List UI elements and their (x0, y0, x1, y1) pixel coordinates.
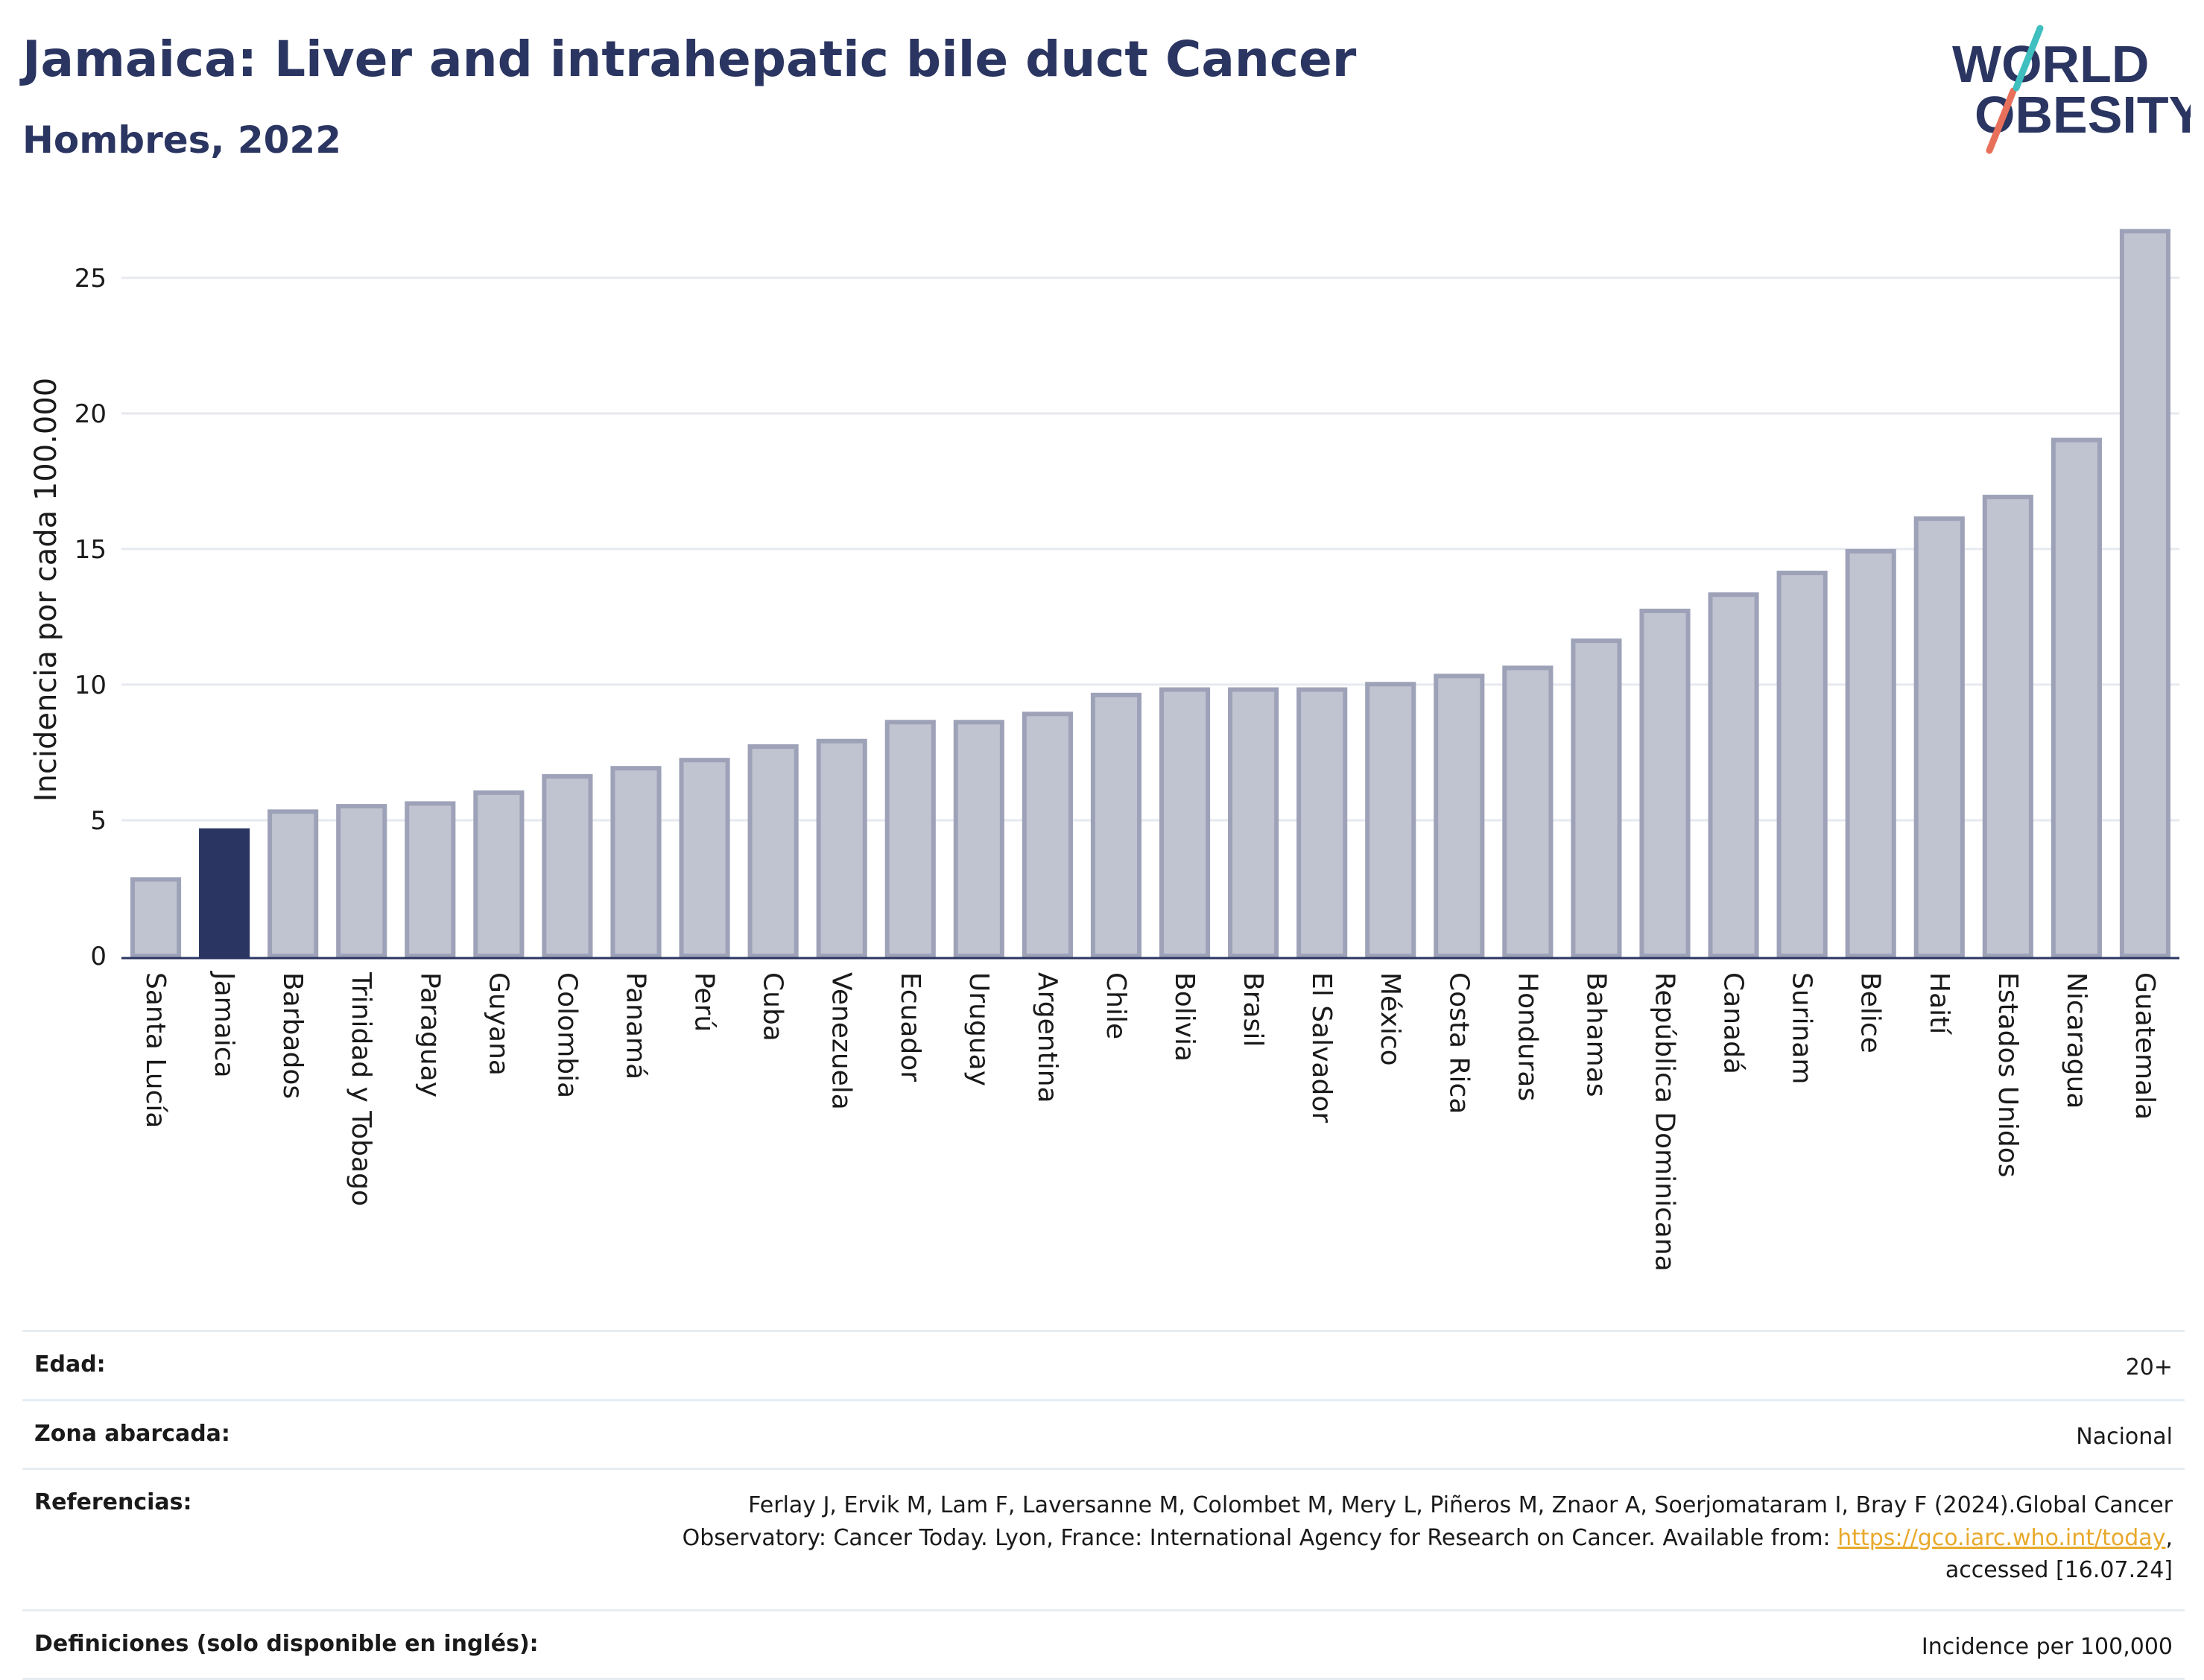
bar-guyana (473, 790, 525, 958)
chart-header: Jamaica: Liver and intrahepatic bile duc… (22, 30, 1356, 162)
y-axis-label: Incidencia por cada 100.000 (29, 378, 63, 802)
definitions-value: Incidence per 100,000 (1921, 1633, 2173, 1660)
x-tick-label: Argentina (1032, 972, 1063, 1103)
age-label: Edad: (34, 1351, 106, 1378)
logo-line-1: WORLD (1952, 35, 2149, 93)
x-tick-labels: Santa Lucía Jamaica Barbados Trinidad y Tob… (140, 971, 2160, 1272)
x-tick-label: Jamaica (209, 971, 239, 1078)
bar-honduras (1502, 665, 1554, 958)
reference-text-4: accessed [16.07.24] (1945, 1557, 2173, 1583)
x-tick-label: El Salvador (1306, 972, 1337, 1123)
bar-jamaica (199, 828, 250, 959)
y-tick-label: 5 (90, 806, 107, 836)
x-tick-label: Trinidad y Tobago (346, 971, 376, 1206)
chart-subtitle: Hombres, 2022 (22, 118, 341, 162)
reference-text-1: Ferlay J, Ervik M, Lam F, Laversanne M, … (748, 1492, 2173, 1518)
x-tick-label: Chile (1101, 972, 1131, 1039)
bar-chile (1090, 692, 1142, 958)
y-tick-label: 25 (75, 264, 107, 294)
y-tick-label: 15 (75, 535, 107, 565)
meta-row-definitions: Definiciones (solo disponible en inglés)… (22, 1608, 2185, 1680)
y-tick-labels: 0 5 10 15 20 25 (75, 264, 107, 971)
x-tick-label: Brasil (1238, 972, 1268, 1047)
grid-lines (121, 276, 2179, 822)
x-tick-label: República Dominicana (1650, 972, 1680, 1272)
bar-nicaragua (2051, 437, 2102, 958)
bar-barbados (267, 809, 319, 959)
x-tick-label: Barbados (277, 972, 308, 1099)
bar-cuba (747, 744, 799, 958)
bar-haití (1913, 516, 1965, 958)
x-tick-label: Estados Unidos (1992, 972, 2023, 1178)
x-tick-label: Paraguay (414, 972, 445, 1097)
x-tick-label: Canadá (1718, 972, 1749, 1074)
x-tick-label: Perú (689, 972, 720, 1032)
zone-value: Nacional (2076, 1423, 2173, 1450)
bar-venezuela (816, 738, 867, 958)
bar-paraguay (405, 801, 456, 958)
x-tick-label: Guyana (483, 972, 513, 1076)
zone-label: Zona abarcada: (34, 1420, 230, 1447)
bar-panamá (610, 766, 662, 958)
bar-bahamas (1571, 638, 1622, 958)
metadata-table: Edad: 20+ Zona abarcada: Nacional Refere… (22, 1330, 2185, 1680)
bar-argentina (1022, 711, 1073, 958)
bar-perú (679, 758, 730, 959)
y-tick-label: 0 (90, 942, 107, 971)
bar-belice (1845, 548, 1896, 958)
x-tick-label: Bolivia (1169, 972, 1200, 1062)
bar-república-dominicana (1639, 608, 1691, 958)
bar-surinam (1776, 571, 1828, 958)
x-tick-label: Haití (1924, 972, 1954, 1035)
x-tick-label: Santa Lucía (140, 972, 171, 1128)
x-tick-label: Panamá (621, 972, 651, 1080)
references-label: Referencias: (34, 1489, 192, 1515)
bar-méxico (1365, 682, 1416, 958)
world-obesity-logo: WORLD OBESITY (1952, 25, 2191, 154)
x-tick-label: Nicaragua (2061, 972, 2091, 1109)
chart-title: Jamaica: Liver and intrahepatic bile duc… (22, 31, 1357, 88)
bar-brasil (1228, 687, 1279, 958)
definitions-label: Definiciones (solo disponible en inglés)… (34, 1630, 539, 1657)
bar-uruguay (953, 720, 1004, 958)
x-tick-label: Colombia (551, 972, 582, 1098)
bar-canadá (1708, 592, 1759, 958)
x-tick-label: Guatemala (2129, 972, 2160, 1120)
x-tick-label: Surinam (1787, 972, 1817, 1084)
bar-bolivia (1159, 687, 1211, 958)
logo-slash-teal (2013, 25, 2044, 92)
x-tick-label: Belice (1855, 972, 1886, 1053)
meta-row-age: Edad: 20+ (22, 1330, 2185, 1399)
reference-text-3: , (2165, 1524, 2173, 1551)
bar-trinidad-y-tobago (336, 804, 387, 959)
age-value: 20+ (2125, 1354, 2173, 1381)
meta-row-references: Referencias: Ferlay J, Ervik M, Lam F, L… (22, 1468, 2185, 1609)
logo-slash-coral (1986, 87, 2017, 154)
x-tick-label: Honduras (1512, 972, 1542, 1101)
reference-link[interactable]: https://gco.iarc.who.int/today (1837, 1524, 2166, 1551)
x-tick-label: México (1375, 972, 1405, 1066)
bar-colombia (542, 774, 593, 958)
bar-el-salvador (1296, 687, 1348, 958)
y-tick-label: 10 (75, 671, 107, 700)
x-tick-label: Bahamas (1580, 972, 1611, 1097)
meta-row-zone: Zona abarcada: Nacional (22, 1398, 2185, 1468)
bar-chart: 0 5 10 15 20 25 Santa Lucía Jamaica Barbados Tri… (29, 229, 2179, 1272)
x-tick-label: Cuba (758, 972, 788, 1042)
x-tick-label: Costa Rica (1443, 972, 1474, 1114)
x-tick-label: Venezuela (826, 972, 857, 1110)
reference-text-2: Observatory: Cancer Today. Lyon, France:… (682, 1524, 1838, 1551)
bar-ecuador (884, 720, 936, 958)
bar-guatemala (2119, 229, 2171, 958)
bar-costa-rica (1434, 673, 1485, 958)
y-tick-label: 20 (75, 399, 107, 429)
bars (130, 229, 2171, 959)
x-tick-label: Uruguay (963, 972, 994, 1086)
x-tick-label: Ecuador (895, 972, 925, 1082)
references-value: Ferlay J, Ervik M, Lam F, Laversanne M, … (683, 1489, 2173, 1587)
bar-estados-unidos (1982, 495, 2033, 958)
bar-santa-lucía (130, 877, 182, 958)
